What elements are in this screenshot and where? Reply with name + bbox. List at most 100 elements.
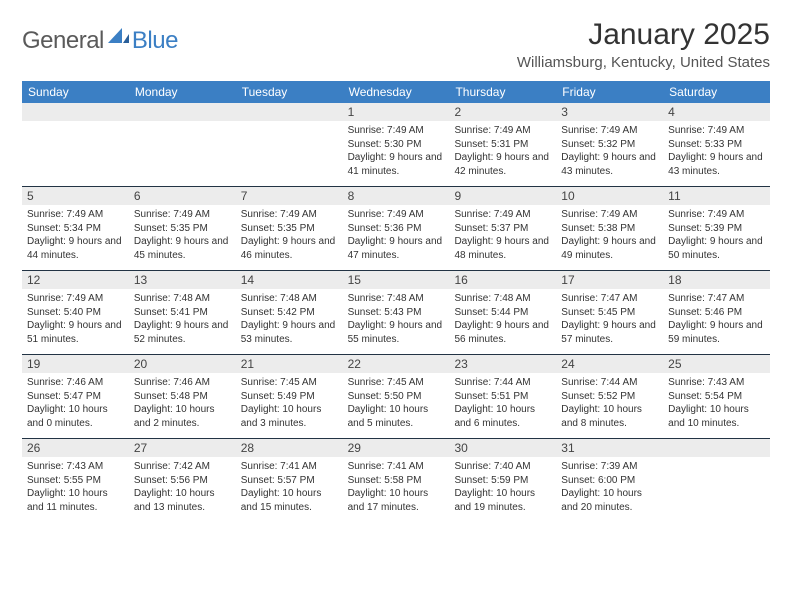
day-number: 18 [663,271,770,289]
day-cell: 4Sunrise: 7:49 AMSunset: 5:33 PMDaylight… [663,103,770,186]
sunrise-text: Sunrise: 7:48 AM [241,292,338,306]
daylight-text: Daylight: 10 hours and 11 minutes. [27,487,124,514]
sunrise-text: Sunrise: 7:44 AM [561,376,658,390]
day-cell: 21Sunrise: 7:45 AMSunset: 5:49 PMDayligh… [236,355,343,438]
daylight-text: Daylight: 9 hours and 55 minutes. [348,319,445,346]
sunset-text: Sunset: 5:58 PM [348,474,445,488]
daylight-text: Daylight: 9 hours and 57 minutes. [561,319,658,346]
day-body: Sunrise: 7:49 AMSunset: 5:39 PMDaylight:… [663,205,770,267]
day-body: Sunrise: 7:45 AMSunset: 5:50 PMDaylight:… [343,373,450,435]
day-cell: 27Sunrise: 7:42 AMSunset: 5:56 PMDayligh… [129,439,236,523]
day-number: 9 [449,187,556,205]
sunset-text: Sunset: 5:49 PM [241,390,338,404]
day-number: 21 [236,355,343,373]
day-cell: 11Sunrise: 7:49 AMSunset: 5:39 PMDayligh… [663,187,770,270]
day-cell: 6Sunrise: 7:49 AMSunset: 5:35 PMDaylight… [129,187,236,270]
day-cell: 31Sunrise: 7:39 AMSunset: 6:00 PMDayligh… [556,439,663,523]
day-number-empty [22,103,129,121]
day-number: 23 [449,355,556,373]
sunrise-text: Sunrise: 7:49 AM [668,124,765,138]
sunset-text: Sunset: 6:00 PM [561,474,658,488]
sunset-text: Sunset: 5:41 PM [134,306,231,320]
day-number: 12 [22,271,129,289]
location: Williamsburg, Kentucky, United States [517,54,770,71]
sunrise-text: Sunrise: 7:49 AM [27,208,124,222]
weeks-container: 1Sunrise: 7:49 AMSunset: 5:30 PMDaylight… [22,103,770,523]
calendar: SundayMondayTuesdayWednesdayThursdayFrid… [22,81,770,523]
day-body: Sunrise: 7:44 AMSunset: 5:51 PMDaylight:… [449,373,556,435]
day-cell: 13Sunrise: 7:48 AMSunset: 5:41 PMDayligh… [129,271,236,354]
sunrise-text: Sunrise: 7:46 AM [134,376,231,390]
daylight-text: Daylight: 9 hours and 47 minutes. [348,235,445,262]
day-cell: 26Sunrise: 7:43 AMSunset: 5:55 PMDayligh… [22,439,129,523]
weekday-header: Monday [129,81,236,103]
day-number: 29 [343,439,450,457]
day-number: 27 [129,439,236,457]
day-body: Sunrise: 7:48 AMSunset: 5:42 PMDaylight:… [236,289,343,351]
daylight-text: Daylight: 9 hours and 49 minutes. [561,235,658,262]
sunset-text: Sunset: 5:37 PM [454,222,551,236]
sunrise-text: Sunrise: 7:42 AM [134,460,231,474]
sunrise-text: Sunrise: 7:49 AM [241,208,338,222]
day-number: 28 [236,439,343,457]
day-body: Sunrise: 7:42 AMSunset: 5:56 PMDaylight:… [129,457,236,519]
sunset-text: Sunset: 5:45 PM [561,306,658,320]
sunrise-text: Sunrise: 7:46 AM [27,376,124,390]
day-number: 20 [129,355,236,373]
weekday-header: Sunday [22,81,129,103]
day-body: Sunrise: 7:47 AMSunset: 5:45 PMDaylight:… [556,289,663,351]
daylight-text: Daylight: 9 hours and 44 minutes. [27,235,124,262]
sunrise-text: Sunrise: 7:49 AM [348,208,445,222]
day-body: Sunrise: 7:43 AMSunset: 5:55 PMDaylight:… [22,457,129,519]
day-body: Sunrise: 7:45 AMSunset: 5:49 PMDaylight:… [236,373,343,435]
day-cell: 29Sunrise: 7:41 AMSunset: 5:58 PMDayligh… [343,439,450,523]
sunrise-text: Sunrise: 7:49 AM [134,208,231,222]
sunrise-text: Sunrise: 7:49 AM [561,124,658,138]
daylight-text: Daylight: 9 hours and 51 minutes. [27,319,124,346]
day-number: 17 [556,271,663,289]
day-body: Sunrise: 7:48 AMSunset: 5:41 PMDaylight:… [129,289,236,351]
daylight-text: Daylight: 10 hours and 10 minutes. [668,403,765,430]
day-body: Sunrise: 7:49 AMSunset: 5:34 PMDaylight:… [22,205,129,267]
daylight-text: Daylight: 9 hours and 50 minutes. [668,235,765,262]
day-number: 7 [236,187,343,205]
day-body: Sunrise: 7:49 AMSunset: 5:31 PMDaylight:… [449,121,556,183]
weekday-header: Thursday [449,81,556,103]
day-body: Sunrise: 7:47 AMSunset: 5:46 PMDaylight:… [663,289,770,351]
day-number: 15 [343,271,450,289]
sunset-text: Sunset: 5:43 PM [348,306,445,320]
day-cell: 2Sunrise: 7:49 AMSunset: 5:31 PMDaylight… [449,103,556,186]
logo-blue: Blue [132,27,178,55]
day-number: 13 [129,271,236,289]
daylight-text: Daylight: 9 hours and 48 minutes. [454,235,551,262]
sunrise-text: Sunrise: 7:49 AM [454,208,551,222]
sunrise-text: Sunrise: 7:49 AM [668,208,765,222]
sunset-text: Sunset: 5:52 PM [561,390,658,404]
day-body: Sunrise: 7:49 AMSunset: 5:35 PMDaylight:… [236,205,343,267]
daylight-text: Daylight: 9 hours and 41 minutes. [348,151,445,178]
day-body [22,121,129,129]
sunrise-text: Sunrise: 7:49 AM [561,208,658,222]
sunset-text: Sunset: 5:56 PM [134,474,231,488]
daylight-text: Daylight: 9 hours and 56 minutes. [454,319,551,346]
sunrise-text: Sunrise: 7:49 AM [27,292,124,306]
week-row: 1Sunrise: 7:49 AMSunset: 5:30 PMDaylight… [22,103,770,187]
weekday-header: Tuesday [236,81,343,103]
daylight-text: Daylight: 9 hours and 42 minutes. [454,151,551,178]
daylight-text: Daylight: 10 hours and 17 minutes. [348,487,445,514]
weekday-header-row: SundayMondayTuesdayWednesdayThursdayFrid… [22,81,770,103]
daylight-text: Daylight: 10 hours and 8 minutes. [561,403,658,430]
day-cell: 30Sunrise: 7:40 AMSunset: 5:59 PMDayligh… [449,439,556,523]
day-body: Sunrise: 7:49 AMSunset: 5:30 PMDaylight:… [343,121,450,183]
week-row: 19Sunrise: 7:46 AMSunset: 5:47 PMDayligh… [22,355,770,439]
daylight-text: Daylight: 10 hours and 19 minutes. [454,487,551,514]
day-number: 16 [449,271,556,289]
day-number: 14 [236,271,343,289]
sunrise-text: Sunrise: 7:45 AM [348,376,445,390]
sunset-text: Sunset: 5:35 PM [134,222,231,236]
day-number: 10 [556,187,663,205]
sunrise-text: Sunrise: 7:41 AM [241,460,338,474]
day-body: Sunrise: 7:43 AMSunset: 5:54 PMDaylight:… [663,373,770,435]
day-cell: 3Sunrise: 7:49 AMSunset: 5:32 PMDaylight… [556,103,663,186]
day-cell: 19Sunrise: 7:46 AMSunset: 5:47 PMDayligh… [22,355,129,438]
